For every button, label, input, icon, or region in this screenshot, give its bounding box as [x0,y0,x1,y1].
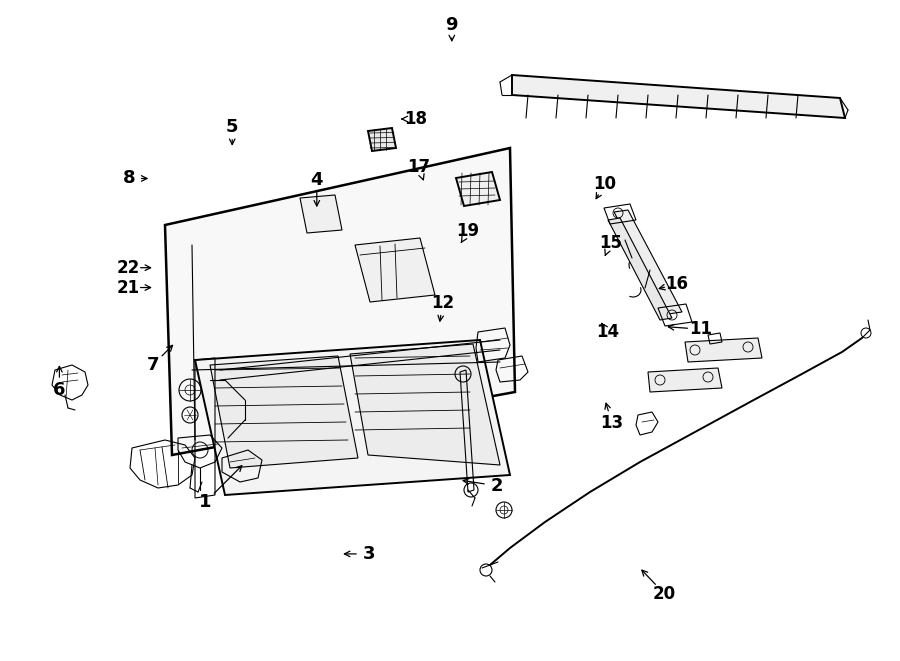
Polygon shape [165,148,515,455]
Text: 3: 3 [363,545,375,563]
Polygon shape [685,338,762,362]
Text: 11: 11 [688,320,712,338]
Text: 21: 21 [116,278,140,297]
Polygon shape [195,340,510,495]
Polygon shape [648,368,722,392]
Text: 1: 1 [199,493,212,512]
Text: 6: 6 [53,381,66,399]
Text: 8: 8 [122,169,135,188]
Text: 9: 9 [446,16,458,34]
Polygon shape [608,218,672,320]
Text: 19: 19 [456,222,480,241]
Polygon shape [210,356,358,468]
Text: 14: 14 [596,323,619,341]
Polygon shape [355,238,435,302]
Text: 2: 2 [491,477,503,495]
Text: 15: 15 [598,234,622,253]
Text: 10: 10 [593,175,616,193]
Polygon shape [512,75,845,118]
Text: 13: 13 [600,414,624,432]
Text: 18: 18 [404,110,428,128]
Text: 5: 5 [226,118,239,136]
Text: 7: 7 [147,356,159,374]
Text: 16: 16 [665,275,688,293]
Polygon shape [300,195,342,233]
Polygon shape [350,344,500,465]
Text: 17: 17 [407,157,430,176]
Text: 20: 20 [652,584,676,603]
Text: 22: 22 [116,258,140,277]
Text: 12: 12 [431,293,454,312]
Text: 4: 4 [310,171,323,189]
Polygon shape [614,210,682,314]
Polygon shape [456,172,500,206]
Polygon shape [368,128,396,151]
